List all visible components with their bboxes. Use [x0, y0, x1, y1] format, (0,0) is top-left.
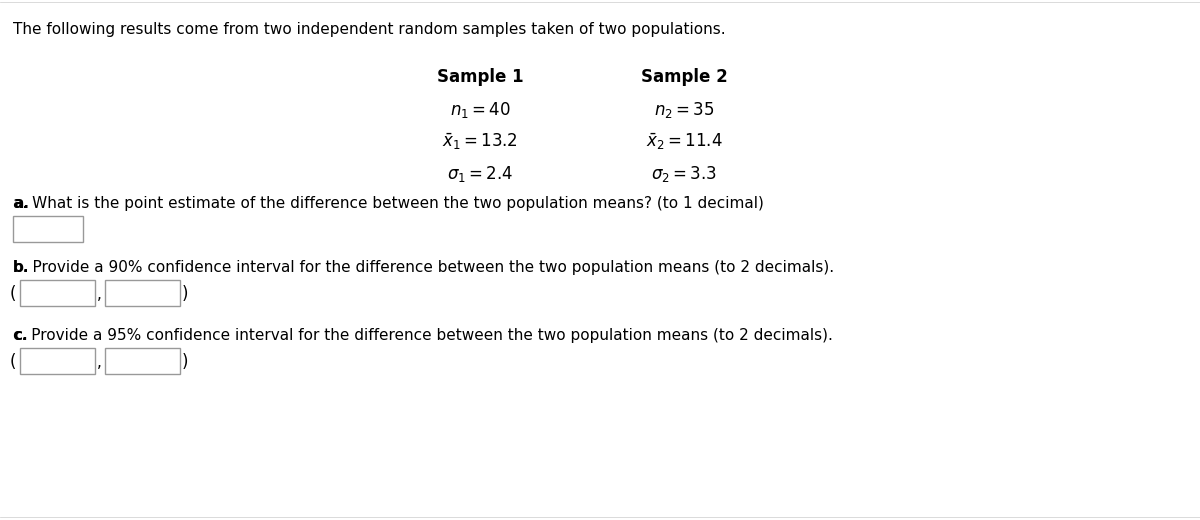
Text: $\sigma_1 = 2.4$: $\sigma_1 = 2.4$	[446, 164, 514, 184]
Text: $n_2 = 35$: $n_2 = 35$	[654, 100, 714, 120]
Text: $n_1 = 40$: $n_1 = 40$	[450, 100, 510, 120]
Text: b. Provide a 90% confidence interval for the difference between the two populati: b. Provide a 90% confidence interval for…	[13, 260, 834, 275]
FancyBboxPatch shape	[106, 348, 180, 374]
Text: (: (	[10, 285, 17, 303]
FancyBboxPatch shape	[13, 216, 83, 242]
Text: c. Provide a 95% confidence interval for the difference between the two populati: c. Provide a 95% confidence interval for…	[13, 328, 833, 343]
Text: ,: ,	[97, 355, 102, 370]
Text: a.: a.	[13, 196, 29, 211]
Text: c.: c.	[13, 328, 28, 343]
Text: ): )	[182, 353, 188, 371]
FancyBboxPatch shape	[106, 280, 180, 306]
Text: Sample 2: Sample 2	[641, 68, 727, 86]
Text: a. What is the point estimate of the difference between the two population means: a. What is the point estimate of the dif…	[13, 196, 764, 211]
Text: $\sigma_2 = 3.3$: $\sigma_2 = 3.3$	[652, 164, 716, 184]
Text: ,: ,	[97, 287, 102, 302]
FancyBboxPatch shape	[20, 280, 95, 306]
Text: ): )	[182, 285, 188, 303]
Text: (: (	[10, 353, 17, 371]
Text: $\bar{x}_2 = 11.4$: $\bar{x}_2 = 11.4$	[646, 132, 722, 152]
FancyBboxPatch shape	[20, 348, 95, 374]
Text: $\bar{x}_1 = 13.2$: $\bar{x}_1 = 13.2$	[443, 132, 517, 152]
Text: b.: b.	[13, 260, 30, 275]
Text: Sample 1: Sample 1	[437, 68, 523, 86]
Text: The following results come from two independent random samples taken of two popu: The following results come from two inde…	[13, 22, 726, 37]
